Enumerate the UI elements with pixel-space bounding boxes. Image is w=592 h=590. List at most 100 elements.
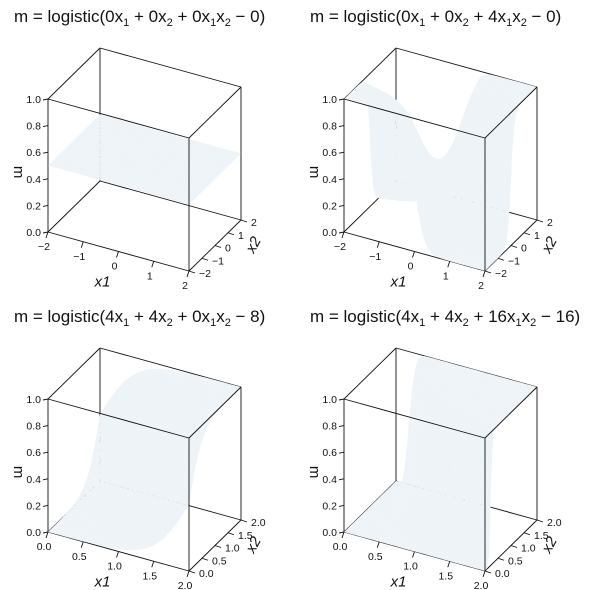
surface-cell bbox=[163, 135, 172, 139]
surface-cell bbox=[108, 485, 117, 498]
surface-cell bbox=[483, 388, 491, 392]
surface-cell bbox=[233, 151, 241, 156]
surface-cell bbox=[150, 155, 159, 159]
title-subscript: 2 bbox=[463, 317, 469, 329]
surface-cell bbox=[152, 174, 161, 178]
surface-cell bbox=[89, 538, 98, 542]
surface-cell bbox=[166, 196, 175, 200]
surface-cell bbox=[387, 515, 396, 520]
x1-axis-label: x1 bbox=[390, 274, 407, 291]
x2-tick-label: −1 bbox=[508, 255, 520, 267]
surface-cell bbox=[440, 387, 449, 391]
x1-tick-label: 0.0 bbox=[333, 541, 348, 553]
surface-cell bbox=[399, 532, 408, 536]
surface-cell bbox=[229, 156, 237, 160]
x2-tick bbox=[510, 245, 518, 248]
surface-cell bbox=[208, 176, 216, 180]
surface-cell bbox=[100, 154, 109, 159]
surface-cell bbox=[467, 410, 476, 414]
surface-cell bbox=[523, 83, 532, 88]
surface-cell bbox=[138, 131, 147, 135]
surface-cell bbox=[473, 88, 482, 97]
surface-cell bbox=[61, 164, 70, 169]
surface-cell bbox=[150, 376, 158, 383]
surface-cell bbox=[174, 497, 182, 519]
surface-cell bbox=[369, 526, 377, 531]
m-tick bbox=[42, 151, 49, 154]
surface-cell bbox=[399, 198, 408, 202]
surface-cell bbox=[77, 495, 85, 500]
surface-cell bbox=[113, 464, 121, 482]
surface-cell bbox=[466, 397, 475, 401]
surface-cell bbox=[427, 505, 436, 539]
surface-cell bbox=[140, 448, 149, 471]
surface-cell bbox=[107, 169, 115, 173]
surface-cell bbox=[390, 519, 399, 523]
surface-cell bbox=[172, 140, 181, 144]
surface-mesh bbox=[344, 356, 537, 571]
surface-cell bbox=[382, 95, 391, 100]
surface-cell bbox=[96, 129, 105, 134]
surface-cell bbox=[378, 510, 386, 515]
surface-cell bbox=[197, 144, 206, 149]
surface-cell bbox=[401, 537, 409, 542]
surface-cell bbox=[67, 158, 76, 162]
surface-cell bbox=[97, 527, 106, 532]
surface-cell bbox=[97, 434, 105, 454]
surface-cell bbox=[87, 540, 96, 544]
surface-cell bbox=[371, 86, 380, 90]
surface-cell bbox=[75, 136, 83, 141]
surface-cell bbox=[425, 227, 433, 247]
surface-cell bbox=[160, 400, 168, 411]
surface-cell bbox=[504, 105, 513, 113]
surface-cell bbox=[93, 147, 102, 151]
surface-cell bbox=[81, 151, 90, 156]
surface-cell bbox=[451, 513, 460, 551]
surface-cell bbox=[99, 486, 108, 497]
surface-cell bbox=[151, 432, 160, 453]
surface-cell bbox=[176, 165, 185, 169]
title-subscript: 2 bbox=[167, 317, 173, 329]
surface-cell bbox=[408, 120, 417, 138]
x2-tick bbox=[240, 219, 248, 223]
surface-cell bbox=[74, 144, 83, 149]
surface-cell bbox=[438, 397, 446, 401]
surface-cell bbox=[133, 179, 141, 183]
surface-cell bbox=[497, 112, 505, 130]
surface-cell bbox=[97, 122, 105, 126]
surface-cell bbox=[397, 136, 405, 160]
surface-cell bbox=[197, 431, 206, 440]
x1-tick-label: 0 bbox=[112, 261, 118, 273]
surface-cell bbox=[383, 519, 391, 524]
surface-cell bbox=[152, 181, 160, 186]
surface-cell bbox=[431, 528, 439, 545]
surface-cell bbox=[180, 189, 189, 194]
surface-cell bbox=[511, 88, 520, 93]
m-axis-label: m bbox=[10, 166, 27, 179]
surface-cell bbox=[453, 158, 462, 172]
surface-cell bbox=[377, 497, 385, 501]
surface-cell bbox=[429, 180, 438, 206]
surface-cell bbox=[134, 540, 143, 547]
surface-cell bbox=[190, 424, 199, 432]
surface-cell bbox=[407, 529, 415, 535]
surface-cell bbox=[103, 528, 112, 532]
surface-cell bbox=[103, 144, 111, 149]
surface-cell bbox=[111, 165, 119, 169]
surface-cell bbox=[84, 163, 93, 167]
surface-cell bbox=[76, 171, 84, 175]
surface-cell bbox=[202, 388, 211, 392]
surface-cell bbox=[181, 439, 189, 455]
surface-cell bbox=[132, 401, 141, 419]
m-tick-label: 0.4 bbox=[26, 474, 41, 486]
surface-cell bbox=[181, 381, 190, 385]
surface-cell bbox=[379, 524, 387, 528]
surface-cell bbox=[484, 243, 493, 251]
surface-cell bbox=[131, 181, 139, 185]
surface-cell bbox=[133, 530, 141, 539]
surface-cell bbox=[513, 94, 521, 98]
surface-cell bbox=[182, 137, 191, 142]
surface-cell bbox=[188, 181, 197, 186]
surface-cell bbox=[110, 535, 119, 540]
surface-cell bbox=[122, 126, 130, 130]
